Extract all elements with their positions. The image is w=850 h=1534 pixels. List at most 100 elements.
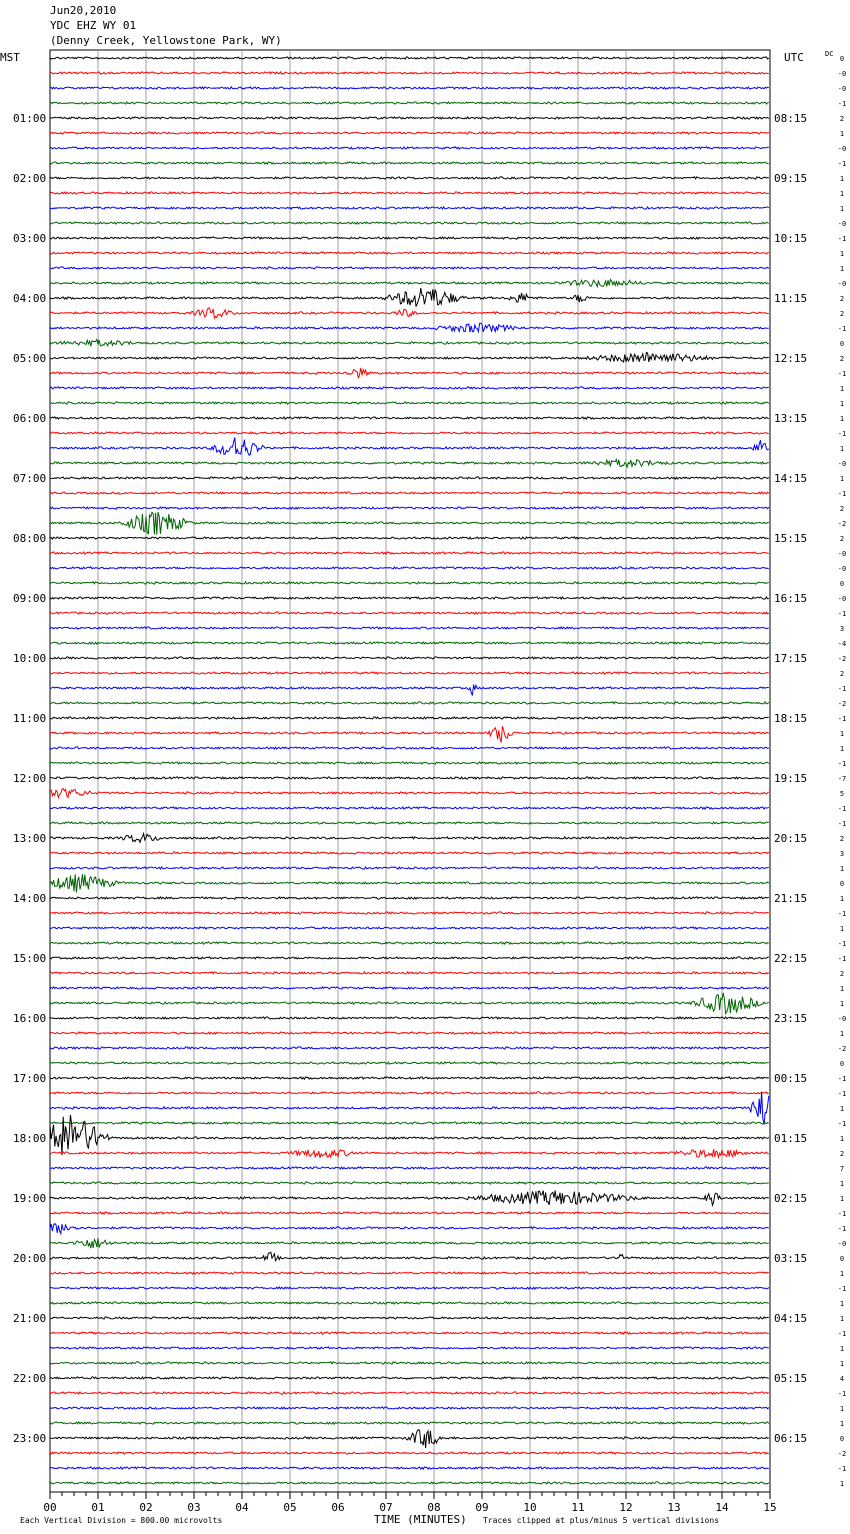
dc-offset: 1 [840, 925, 844, 933]
trace-20 [49, 351, 769, 364]
dc-offset: -1 [838, 760, 846, 768]
trace-41 [49, 671, 770, 675]
mst-label: 20:00 [13, 1252, 46, 1265]
trace-86 [49, 1346, 769, 1350]
utc-label: 01:15 [774, 1132, 807, 1145]
utc-label: 05:15 [774, 1372, 807, 1385]
dc-offset: -4 [838, 640, 846, 648]
utc-label: 11:15 [774, 292, 807, 305]
trace-80 [49, 1251, 770, 1263]
dc-offset: 1 [840, 985, 844, 993]
trace-44 [49, 716, 769, 720]
dc-offset: 2 [840, 505, 844, 513]
trace-28 [49, 475, 770, 480]
dc-offset: 1 [840, 1105, 844, 1113]
dc-offset: 1 [840, 745, 844, 753]
x-tick-label: 08 [427, 1501, 440, 1514]
dc-offset-labels: 0 -0 -0 -1 2 1 -0 -1 1 1 1 -0 -1 1 1 -0 2 2 -1 0 2 -1 1 1 1 -1 1 -0… [838, 55, 846, 1488]
trace-91 [49, 1420, 770, 1425]
trace-93 [49, 1451, 769, 1455]
trace-48 [49, 776, 769, 780]
dc-offset: -0 [838, 1015, 846, 1023]
trace-12 [49, 235, 769, 240]
trace-78 [49, 1222, 769, 1236]
trace-15 [49, 278, 769, 289]
dc-offset: -1 [838, 685, 846, 693]
dc-offset: 2 [840, 670, 844, 678]
vertical-division-note: Each Vertical Division = 800.00 microvol… [20, 1516, 222, 1525]
trace-67 [50, 1061, 769, 1065]
trace-85 [49, 1331, 769, 1336]
dc-offset: -2 [838, 700, 846, 708]
trace-88 [50, 1376, 770, 1380]
trace-8 [49, 176, 770, 180]
utc-label: 03:15 [774, 1252, 807, 1265]
dc-offset: -0 [838, 550, 846, 558]
trace-72 [49, 1114, 770, 1156]
x-tick-label: 03 [187, 1501, 200, 1514]
trace-45 [49, 726, 770, 743]
trace-14 [49, 266, 770, 270]
dc-offset: 1 [840, 865, 844, 873]
trace-6 [49, 146, 769, 150]
trace-79 [49, 1237, 769, 1249]
x-tick-label: 04 [235, 1501, 249, 1514]
plot-frame [49, 49, 771, 1493]
utc-label: 15:15 [774, 532, 807, 545]
mst-label: 04:00 [13, 292, 46, 305]
chart-station: YDC EHZ WY 01 [50, 19, 137, 32]
dc-axis-title: DC [825, 50, 833, 58]
trace-77 [49, 1211, 769, 1216]
dc-offset: -0 [838, 595, 846, 603]
trace-46 [49, 746, 770, 750]
x-axis: 00 01 02 03 04 05 06 07 08 09 10 11 12 13 14 15 [43, 1491, 777, 1514]
x-tick-label: 07 [379, 1501, 392, 1514]
trace-76 [49, 1190, 769, 1208]
trace-39 [49, 641, 770, 645]
seismic-traces [49, 56, 770, 1485]
dc-offset: 0 [840, 1255, 844, 1263]
dc-offset: -7 [838, 775, 846, 783]
trace-25 [49, 431, 769, 435]
dc-offset: -1 [838, 1120, 846, 1128]
mst-label: 21:00 [13, 1312, 46, 1325]
trace-82 [49, 1285, 770, 1290]
dc-offset: -1 [838, 910, 846, 918]
dc-offset: 2 [840, 835, 844, 843]
trace-22 [49, 386, 769, 390]
dc-offset: -1 [838, 1285, 846, 1293]
dc-offset: 5 [840, 790, 844, 798]
mst-label: 08:00 [13, 532, 46, 545]
trace-40 [49, 656, 769, 660]
dc-offset: 1 [840, 400, 844, 408]
dc-offset: -1 [838, 1090, 846, 1098]
trace-2 [49, 85, 770, 90]
trace-56 [49, 895, 769, 900]
utc-label: 23:15 [774, 1012, 807, 1025]
dc-offset: 1 [840, 175, 844, 183]
mst-label: 10:00 [13, 652, 46, 665]
trace-23 [49, 401, 770, 405]
trace-47 [49, 760, 770, 765]
dc-offset: 1 [840, 1360, 844, 1368]
utc-label: 19:15 [774, 772, 807, 785]
utc-label: 22:15 [774, 952, 807, 965]
trace-4 [49, 116, 770, 120]
trace-19 [49, 338, 769, 348]
trace-18 [49, 322, 769, 334]
x-tick-label: 13 [667, 1501, 680, 1514]
dc-offset: 7 [840, 1165, 844, 1173]
dc-offset: -1 [838, 610, 846, 618]
trace-58 [49, 926, 770, 930]
trace-71 [49, 1120, 770, 1125]
dc-offset: 1 [840, 730, 844, 738]
dc-offset: 1 [840, 265, 844, 273]
dc-offset: 4 [840, 1375, 844, 1383]
x-tick-label: 15 [763, 1501, 776, 1514]
trace-43 [49, 700, 770, 705]
dc-offset: 1 [840, 1345, 844, 1353]
dc-offset: 1 [840, 1405, 844, 1413]
dc-offset: -2 [838, 1045, 846, 1053]
trace-7 [49, 161, 769, 166]
trace-54 [49, 865, 769, 870]
